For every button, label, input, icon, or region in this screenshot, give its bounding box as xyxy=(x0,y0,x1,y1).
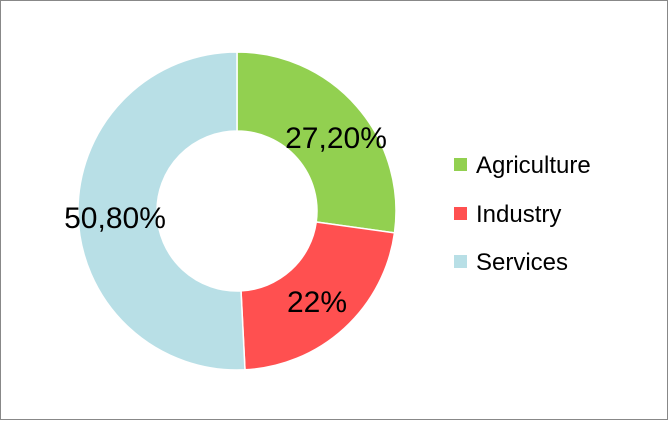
slice-industry xyxy=(240,221,396,371)
slice-services xyxy=(77,51,246,371)
legend: Agriculture Industry Services xyxy=(454,152,591,276)
legend-label-services: Services xyxy=(476,249,568,276)
legend-swatch-industry xyxy=(454,207,467,220)
donut-slices xyxy=(77,51,397,371)
slice-agriculture xyxy=(236,51,397,234)
legend-label-agriculture: Agriculture xyxy=(476,152,591,179)
data-label-services: 50,80% xyxy=(64,202,166,235)
data-label-agriculture: 27,20% xyxy=(285,122,387,155)
legend-label-industry: Industry xyxy=(476,201,561,228)
data-label-industry: 22% xyxy=(287,286,347,319)
data-labels: 27,20% 22% 50,80% xyxy=(64,122,387,319)
legend-swatch-services xyxy=(454,255,467,268)
legend-swatch-agriculture xyxy=(454,158,467,171)
